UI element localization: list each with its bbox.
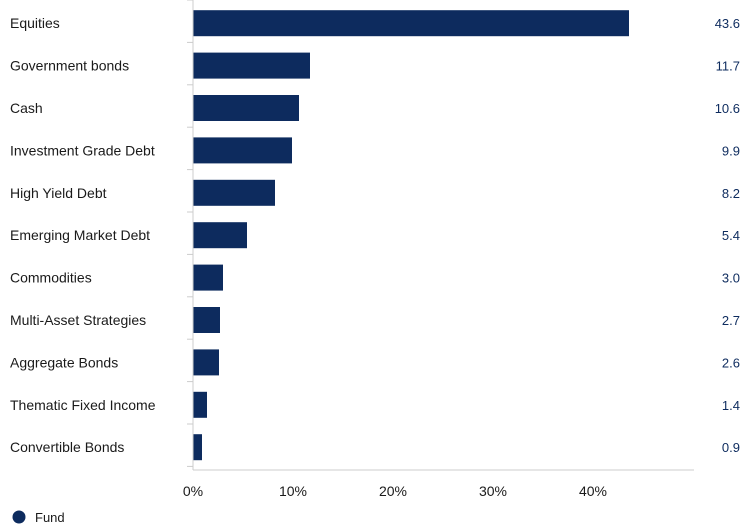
bar-cash bbox=[193, 95, 299, 121]
bar-aggregate-bonds bbox=[193, 349, 219, 376]
value-label: 43.6 bbox=[715, 16, 740, 31]
value-label: 5.4 bbox=[722, 228, 740, 243]
x-tick-label: 20% bbox=[379, 483, 407, 499]
category-label: Emerging Market Debt bbox=[10, 227, 150, 243]
value-label: 10.6 bbox=[715, 101, 740, 116]
legend: Fund bbox=[12, 510, 65, 525]
category-label: Aggregate Bonds bbox=[10, 354, 118, 370]
bar-emerging-market-debt bbox=[193, 222, 247, 249]
category-label: Convertible Bonds bbox=[10, 439, 124, 455]
bar-equities bbox=[193, 10, 629, 37]
bar-convertible-bonds bbox=[193, 434, 202, 461]
category-label: Investment Grade Debt bbox=[10, 142, 155, 158]
bar-high-yield-debt bbox=[193, 179, 275, 206]
category-label: Cash bbox=[10, 100, 43, 116]
value-label: 9.9 bbox=[722, 143, 740, 158]
bar-government-bonds bbox=[193, 52, 310, 79]
category-label: Thematic Fixed Income bbox=[10, 397, 156, 413]
value-labels: 43.6 11.7 10.6 9.9 8.2 5.4 3.0 2.7 2.6 1.4 0.9 bbox=[715, 16, 740, 455]
x-tick-label: 30% bbox=[479, 483, 507, 499]
bar-investment-grade-debt bbox=[193, 137, 292, 164]
x-axis-tick-labels: 0% 10% 20% 30% 40% bbox=[183, 483, 607, 499]
value-label: 0.9 bbox=[722, 440, 740, 455]
bar-multi-asset-strategies bbox=[193, 307, 220, 333]
category-label: Commodities bbox=[10, 270, 92, 286]
value-label: 1.4 bbox=[722, 398, 740, 413]
value-label: 11.7 bbox=[716, 59, 740, 74]
x-tick-label: 0% bbox=[183, 483, 203, 499]
axes bbox=[187, 0, 694, 471]
category-label: Government bonds bbox=[10, 58, 129, 74]
value-label: 2.6 bbox=[722, 355, 740, 370]
bar-commodities bbox=[193, 264, 223, 291]
category-label: Multi-Asset Strategies bbox=[10, 312, 146, 328]
category-label: Equities bbox=[10, 15, 60, 31]
value-label: 8.2 bbox=[722, 186, 740, 201]
x-tick-label: 10% bbox=[279, 483, 307, 499]
category-labels: Equities Government bonds Cash Investment G… bbox=[10, 15, 156, 455]
category-label: High Yield Debt bbox=[10, 185, 107, 201]
bar-thematic-fixed-income bbox=[193, 391, 207, 418]
x-tick-label: 40% bbox=[579, 483, 607, 499]
legend-label-fund: Fund bbox=[35, 510, 65, 525]
value-label: 2.7 bbox=[722, 313, 740, 328]
legend-marker-fund bbox=[12, 510, 26, 524]
bars-layer bbox=[193, 10, 629, 461]
value-label: 3.0 bbox=[722, 271, 740, 286]
